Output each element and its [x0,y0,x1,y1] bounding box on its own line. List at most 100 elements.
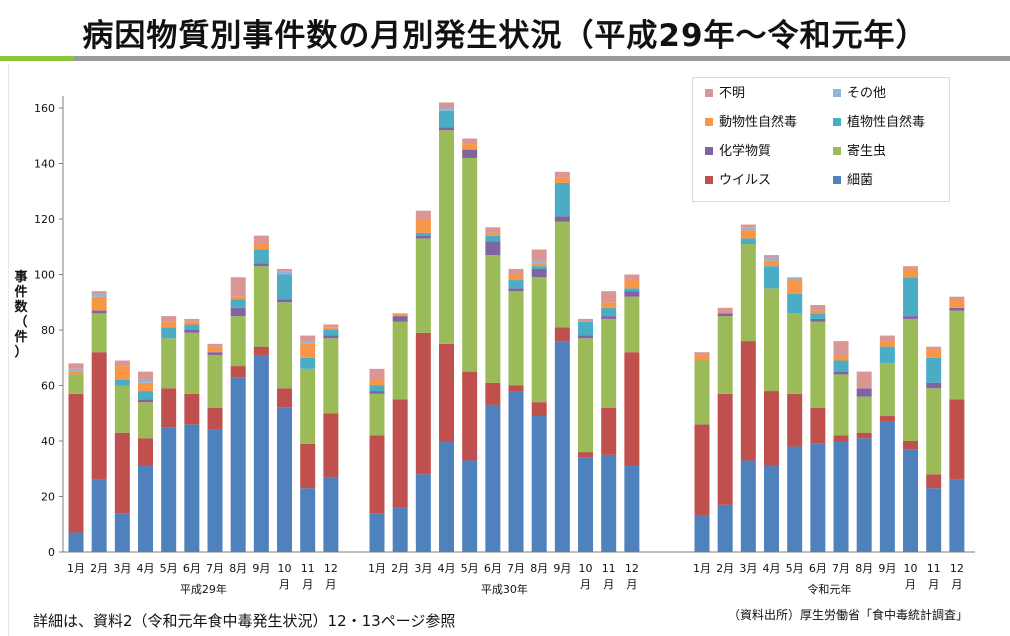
bar-segment-細菌 [277,407,293,552]
bar-segment-植物性自然毒 [485,235,501,242]
bar-segment-植物性自然毒 [764,266,780,289]
bar-segment-不明 [230,277,246,297]
bar-segment-細菌 [439,441,455,552]
bar-segment-寄生虫 [694,360,710,425]
bar-segment-その他 [68,368,84,372]
legend-label: 不明 [719,86,746,101]
x-tick-label: 月 [928,578,939,591]
bar-segment-その他 [439,108,455,111]
x-tick-label: 月 [626,578,637,591]
bar-segment-ウイルス [439,343,455,441]
bar-segment-植物性自然毒 [601,307,617,317]
x-tick-label: 10 [278,562,292,575]
bar-segment-植物性自然毒 [439,110,455,128]
x-tick-label: 9月 [252,562,270,575]
bar-segment-ウイルス [717,393,733,505]
y-axis-label: 事件数（件） [14,270,28,360]
y-tick-label: 40 [41,435,55,448]
bar-segment-不明 [903,266,919,269]
y-tick-label: 60 [41,380,55,393]
bar-segment-寄生虫 [578,338,594,453]
bar-segment-動物性自然毒 [624,280,640,289]
x-tick-label: 1月 [693,562,711,575]
footnote-source: （資料出所）厚生労働省「食中毒統計調査」 [728,608,969,622]
legend-swatch [705,89,713,97]
bar-segment-ウイルス [323,413,339,478]
footnote-detail: 詳細は、資料2（令和元年食中毒発生状況）12・13ページ参照 [33,612,456,630]
bar-segment-ウイルス [531,402,547,417]
bar-segment-植物性自然毒 [554,182,570,217]
bar-segment-寄生虫 [485,255,501,383]
legend-item: 植物性自然毒 [833,114,925,132]
legend-label: 動物性自然毒 [719,115,798,130]
bar-segment-不明 [462,138,478,145]
x-tick-label: 4月 [438,562,456,575]
bar-segment-細菌 [554,341,570,552]
bar-segment-化学物質 [531,268,547,278]
bar-segment-動物性自然毒 [601,302,617,308]
bar-segment-動物性自然毒 [740,230,756,239]
bar-segment-不明 [578,318,594,322]
bar-segment-不明 [439,102,455,108]
x-tick-label: 8月 [530,562,548,575]
bar-segment-寄生虫 [833,374,849,436]
bar-segment-動物性自然毒 [392,313,408,317]
bar-segment-寄生虫 [879,363,895,417]
x-tick-label: 10 [579,562,593,575]
bar-segment-不明 [764,255,780,258]
bar-segment-ウイルス [462,371,478,461]
bar-segment-その他 [277,271,293,275]
bar-segment-化学物質 [415,235,431,239]
bar-segment-細菌 [184,424,200,552]
bar-segment-ウイルス [810,407,826,444]
bar-segment-化学物質 [369,391,385,394]
legend-label: 細菌 [847,173,874,188]
bar-segment-不明 [624,274,640,281]
bar-segment-ウイルス [415,332,431,475]
x-tick-label: 5月 [786,562,804,575]
bar-segment-細菌 [694,515,710,552]
bar-segment-植物性自然毒 [184,324,200,330]
bar-segment-不明 [253,235,269,244]
bar-segment-寄生虫 [508,291,524,386]
bar-segment-動物性自然毒 [323,327,339,330]
x-tick-label: 6月 [484,562,502,575]
bar-segment-ウイルス [554,327,570,342]
bar-segment-ウイルス [485,382,501,405]
bar-segment-化学物質 [926,382,942,389]
x-tick-label: 7月 [832,562,850,575]
legend-item: 動物性自然毒 [705,114,797,132]
bar-segment-ウイルス [300,443,316,489]
bar-segment-細菌 [508,391,524,552]
x-tick-label: 月 [325,578,336,591]
x-tick-label: 月 [302,578,313,591]
bar-segment-化学物質 [578,335,594,339]
bar-segment-細菌 [462,460,478,552]
bar-segment-化学物質 [230,307,246,317]
bar-segment-不明 [856,371,872,389]
bar-segment-化学物質 [439,127,455,131]
bar-segment-不明 [161,316,177,322]
x-tick-label: 4月 [137,562,155,575]
bar-segment-化学物質 [462,149,478,158]
bar-segment-動物性自然毒 [833,354,849,361]
y-tick-label: 80 [41,324,55,337]
bar-segment-不明 [879,335,895,342]
x-tick-label: 10 [904,562,918,575]
bar-segment-寄生虫 [277,302,293,389]
bar-segment-ウイルス [91,352,107,480]
bar-segment-細菌 [903,449,919,552]
bar-segment-ウイルス [253,346,269,355]
bar-segment-寄生虫 [392,321,408,400]
bar-segment-寄生虫 [740,243,756,342]
bar-segment-細菌 [949,479,965,552]
bar-segment-不明 [833,341,849,355]
x-tick-label: 9月 [553,562,571,575]
x-tick-label: 4月 [763,562,781,575]
x-tick-label: 7月 [507,562,525,575]
y-tick-label: 20 [41,491,55,504]
bar-segment-植物性自然毒 [369,385,385,392]
bar-segment-動物性自然毒 [207,346,223,353]
legend-item: 不明 [705,85,745,103]
bar-segment-植物性自然毒 [253,249,269,264]
